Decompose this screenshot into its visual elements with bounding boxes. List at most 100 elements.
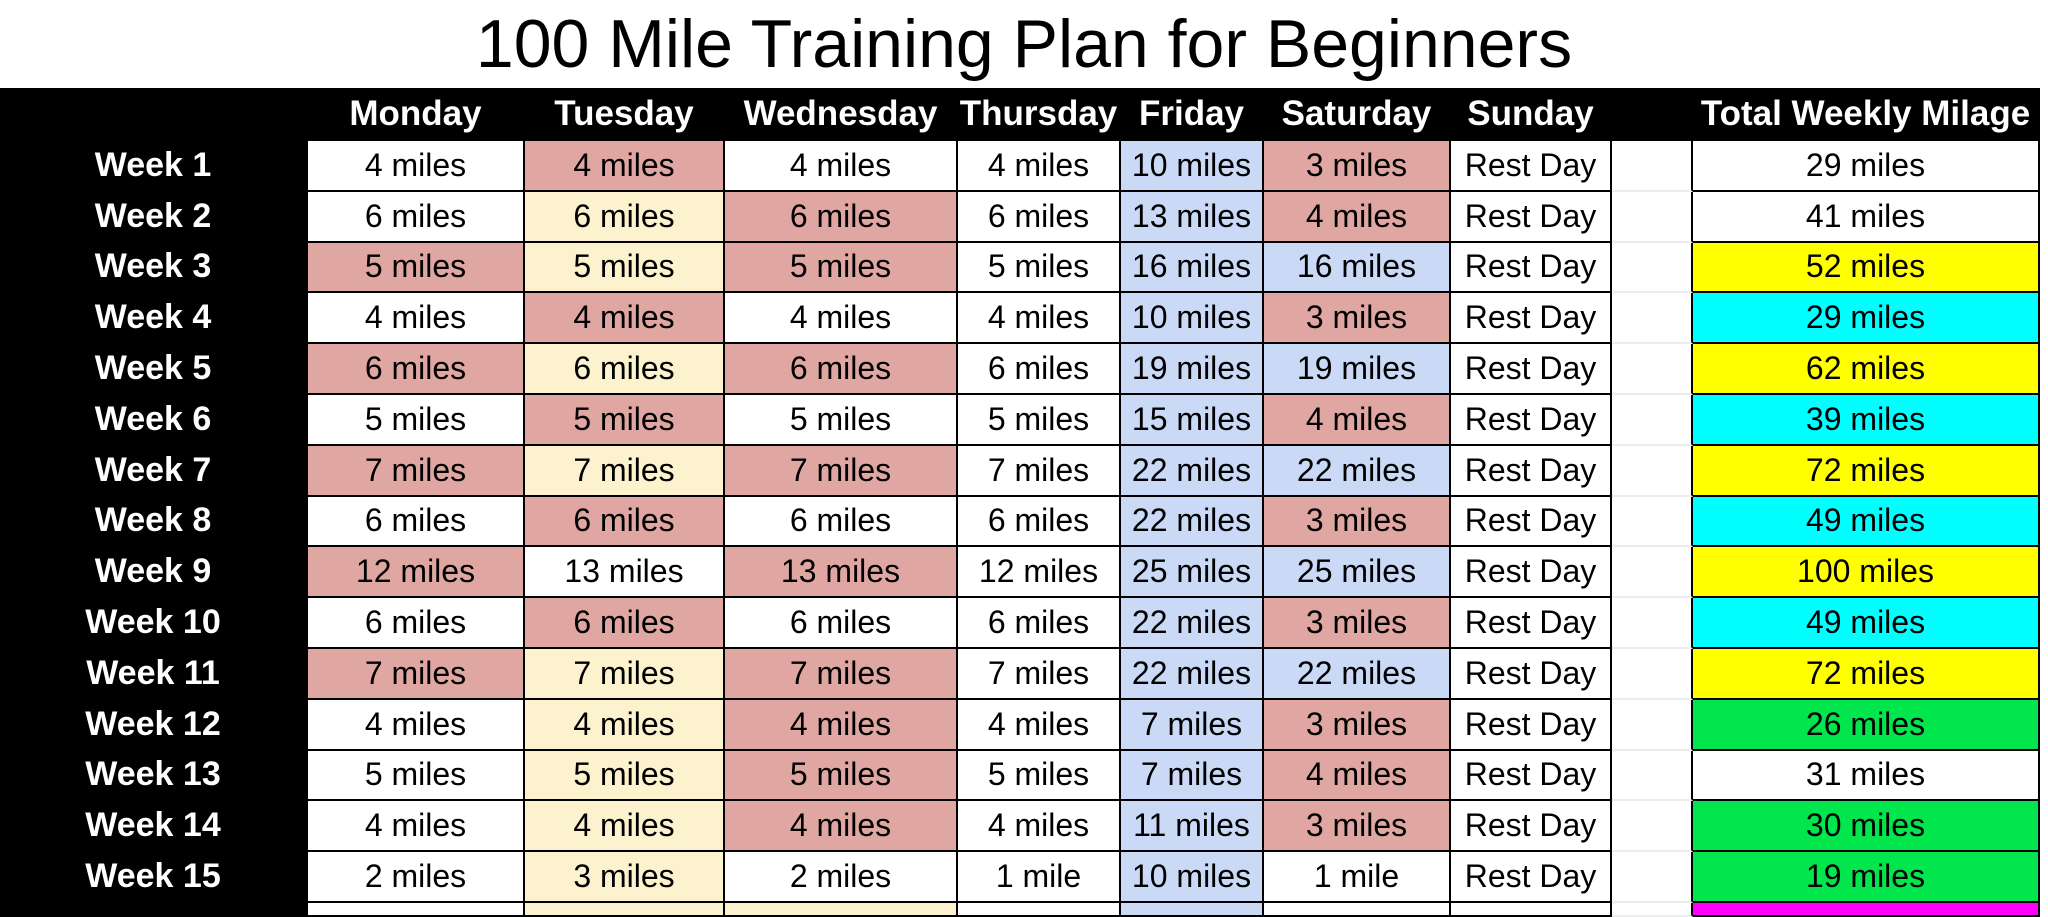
cell-week4-gap[interactable] [1612,293,1693,345]
cell-week5-monday[interactable]: 6 miles [308,344,525,395]
cell-week12-monday[interactable]: 4 miles [308,699,525,751]
cell-week7-total[interactable]: 72 miles [1693,445,2040,497]
cell-week2-tuesday[interactable]: 6 miles [525,191,725,243]
cell-week10-friday[interactable]: 22 miles [1121,598,1264,649]
cell-week5-sunday[interactable]: Rest Day [1451,344,1612,395]
cell-week1-thursday[interactable]: 4 miles [958,141,1121,192]
cell-week9-monday[interactable]: 12 miles [308,547,525,599]
cell-week6-saturday[interactable]: 4 miles [1264,394,1451,446]
cell-week9-gap[interactable] [1612,547,1693,599]
cell-week7-tuesday[interactable]: 7 miles [525,445,725,497]
cell-week14-total[interactable]: 30 miles [1693,801,2040,853]
cell-week8-thursday[interactable]: 6 miles [958,496,1121,548]
cell-week8-saturday[interactable]: 3 miles [1264,496,1451,548]
cell-week3-friday[interactable]: 16 miles [1121,242,1264,294]
cell-week13-wednesday[interactable]: 5 miles [725,750,958,802]
cell-week12-thursday[interactable]: 4 miles [958,699,1121,751]
cell-partial-thursday[interactable] [958,902,1121,917]
cell-week5-tuesday[interactable]: 6 miles [525,344,725,395]
cell-partial-sunday[interactable] [1451,902,1612,917]
cell-week7-thursday[interactable]: 7 miles [958,445,1121,497]
cell-week1-gap[interactable] [1612,141,1693,192]
cell-week2-monday[interactable]: 6 miles [308,191,525,243]
cell-week9-wednesday[interactable]: 13 miles [725,547,958,599]
cell-week14-gap[interactable] [1612,801,1693,853]
cell-week1-total[interactable]: 29 miles [1693,141,2040,192]
cell-week3-thursday[interactable]: 5 miles [958,242,1121,294]
cell-week9-saturday[interactable]: 25 miles [1264,547,1451,599]
cell-week9-sunday[interactable]: Rest Day [1451,547,1612,599]
cell-week13-tuesday[interactable]: 5 miles [525,750,725,802]
cell-week15-sunday[interactable]: Rest Day [1451,852,1612,903]
cell-week13-monday[interactable]: 5 miles [308,750,525,802]
cell-week11-gap[interactable] [1612,648,1693,700]
cell-week3-monday[interactable]: 5 miles [308,242,525,294]
cell-week3-sunday[interactable]: Rest Day [1451,242,1612,294]
cell-week12-total[interactable]: 26 miles [1693,699,2040,751]
cell-week7-wednesday[interactable]: 7 miles [725,445,958,497]
cell-week6-thursday[interactable]: 5 miles [958,394,1121,446]
cell-week11-tuesday[interactable]: 7 miles [525,648,725,700]
cell-week13-gap[interactable] [1612,750,1693,802]
cell-week10-gap[interactable] [1612,598,1693,649]
cell-week9-total[interactable]: 100 miles [1693,547,2040,599]
cell-week13-friday[interactable]: 7 miles [1121,750,1264,802]
cell-week6-monday[interactable]: 5 miles [308,394,525,446]
cell-week7-sunday[interactable]: Rest Day [1451,445,1612,497]
cell-week15-gap[interactable] [1612,852,1693,903]
cell-week14-saturday[interactable]: 3 miles [1264,801,1451,853]
cell-week4-saturday[interactable]: 3 miles [1264,293,1451,345]
cell-week14-thursday[interactable]: 4 miles [958,801,1121,853]
cell-week5-friday[interactable]: 19 miles [1121,344,1264,395]
cell-partial-tuesday[interactable] [525,902,725,917]
cell-week5-gap[interactable] [1612,344,1693,395]
cell-week12-friday[interactable]: 7 miles [1121,699,1264,751]
cell-week2-thursday[interactable]: 6 miles [958,191,1121,243]
cell-week3-total[interactable]: 52 miles [1693,242,2040,294]
cell-partial-total[interactable] [1693,902,2040,917]
cell-week4-tuesday[interactable]: 4 miles [525,293,725,345]
cell-week11-monday[interactable]: 7 miles [308,648,525,700]
cell-week6-total[interactable]: 39 miles [1693,394,2040,446]
cell-week15-friday[interactable]: 10 miles [1121,852,1264,903]
cell-week15-monday[interactable]: 2 miles [308,852,525,903]
cell-week3-gap[interactable] [1612,242,1693,294]
cell-week6-gap[interactable] [1612,394,1693,446]
cell-week6-tuesday[interactable]: 5 miles [525,394,725,446]
cell-week8-gap[interactable] [1612,496,1693,548]
cell-partial-monday[interactable] [308,902,525,917]
cell-week12-wednesday[interactable]: 4 miles [725,699,958,751]
cell-partial-friday[interactable] [1121,902,1264,917]
cell-week5-thursday[interactable]: 6 miles [958,344,1121,395]
cell-week4-total[interactable]: 29 miles [1693,293,2040,345]
cell-week15-thursday[interactable]: 1 mile [958,852,1121,903]
cell-week13-thursday[interactable]: 5 miles [958,750,1121,802]
cell-week14-tuesday[interactable]: 4 miles [525,801,725,853]
cell-week10-sunday[interactable]: Rest Day [1451,598,1612,649]
cell-week1-sunday[interactable]: Rest Day [1451,141,1612,192]
cell-week3-saturday[interactable]: 16 miles [1264,242,1451,294]
cell-week14-wednesday[interactable]: 4 miles [725,801,958,853]
cell-week4-wednesday[interactable]: 4 miles [725,293,958,345]
cell-week1-tuesday[interactable]: 4 miles [525,141,725,192]
cell-week11-total[interactable]: 72 miles [1693,648,2040,700]
cell-week6-sunday[interactable]: Rest Day [1451,394,1612,446]
cell-week4-sunday[interactable]: Rest Day [1451,293,1612,345]
cell-week12-sunday[interactable]: Rest Day [1451,699,1612,751]
cell-week8-tuesday[interactable]: 6 miles [525,496,725,548]
cell-week1-saturday[interactable]: 3 miles [1264,141,1451,192]
cell-week4-thursday[interactable]: 4 miles [958,293,1121,345]
cell-week7-saturday[interactable]: 22 miles [1264,445,1451,497]
cell-week11-sunday[interactable]: Rest Day [1451,648,1612,700]
cell-week11-friday[interactable]: 22 miles [1121,648,1264,700]
cell-week6-wednesday[interactable]: 5 miles [725,394,958,446]
cell-week14-monday[interactable]: 4 miles [308,801,525,853]
cell-week5-wednesday[interactable]: 6 miles [725,344,958,395]
cell-week15-wednesday[interactable]: 2 miles [725,852,958,903]
cell-week3-wednesday[interactable]: 5 miles [725,242,958,294]
cell-week7-gap[interactable] [1612,445,1693,497]
cell-week2-total[interactable]: 41 miles [1693,191,2040,243]
cell-week2-sunday[interactable]: Rest Day [1451,191,1612,243]
cell-week9-tuesday[interactable]: 13 miles [525,547,725,599]
cell-week1-wednesday[interactable]: 4 miles [725,141,958,192]
